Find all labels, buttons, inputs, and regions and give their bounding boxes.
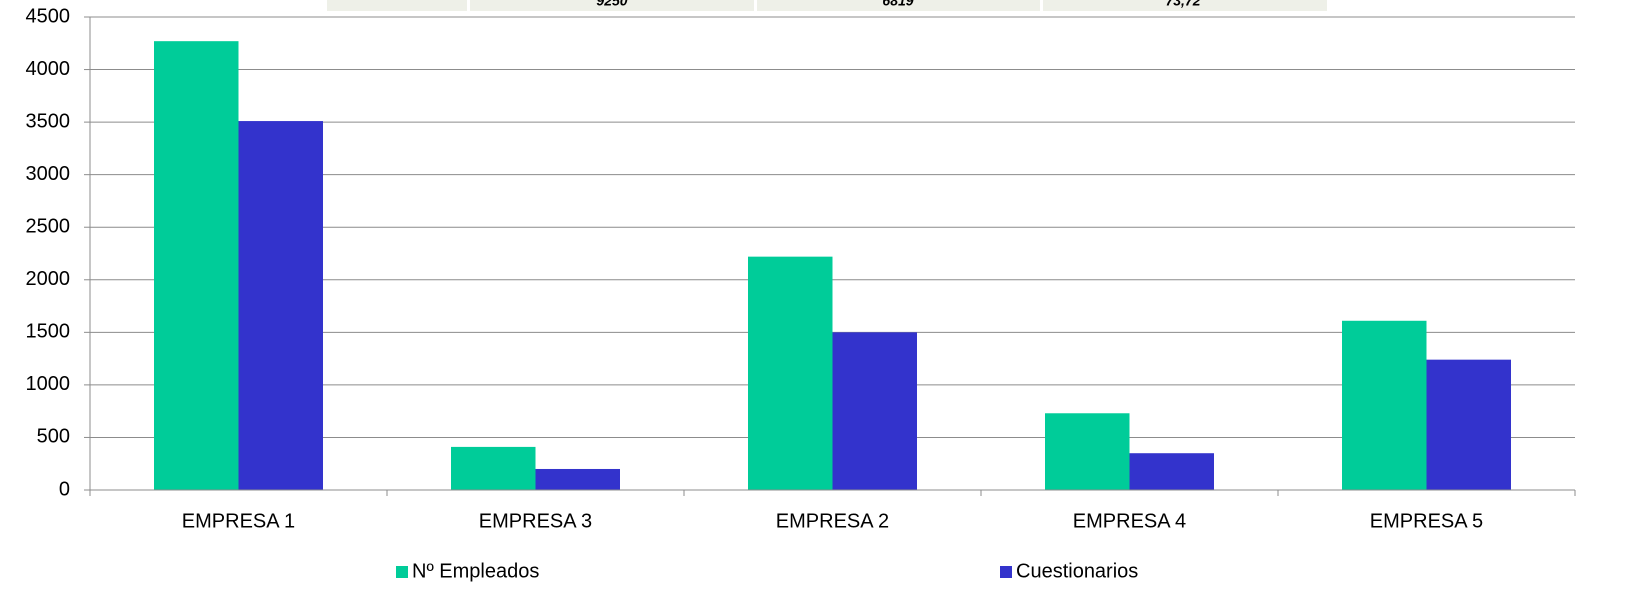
- bar: [535, 468, 620, 490]
- table-cell-text: 9250: [596, 0, 627, 9]
- y-tick-label: 2000: [26, 268, 71, 290]
- x-tick-label: EMPRESA 4: [1073, 510, 1186, 532]
- x-tick-label: EMPRESA 1: [182, 510, 295, 532]
- y-tick-label: 0: [59, 478, 70, 500]
- legend-label: Cuestionarios: [1016, 560, 1138, 582]
- bar: [154, 41, 239, 490]
- y-tick-label: 1000: [26, 373, 71, 395]
- table-cell: [470, 0, 754, 11]
- bar: [1129, 453, 1214, 490]
- y-tick-label: 1500: [26, 321, 71, 343]
- legend-label: Nº Empleados: [412, 560, 539, 582]
- legend-swatch: [1000, 566, 1012, 578]
- table-cell-text: 73,72: [1165, 0, 1200, 9]
- y-tick-label: 3000: [26, 163, 71, 185]
- table-cell: [327, 0, 467, 11]
- x-tick-label: EMPRESA 2: [776, 510, 889, 532]
- legend-swatch: [396, 566, 408, 578]
- table-cell: [1043, 0, 1327, 11]
- bar: [748, 256, 833, 490]
- bar: [451, 446, 536, 490]
- bar: [238, 121, 323, 490]
- table-cell-text: 6819: [882, 0, 913, 9]
- y-tick-label: 4500: [26, 5, 71, 27]
- table-fragment: 9250 6819 73,72: [327, 0, 1327, 11]
- x-tick-label: EMPRESA 3: [479, 510, 592, 532]
- bar: [1342, 320, 1427, 490]
- bar: [832, 332, 917, 490]
- y-tick-label: 2500: [26, 216, 71, 238]
- bar: [1426, 359, 1511, 490]
- x-tick-label: EMPRESA 5: [1370, 510, 1483, 532]
- table-cell: [757, 0, 1040, 11]
- y-tick-label: 500: [37, 426, 70, 448]
- y-tick-label: 4000: [26, 58, 71, 80]
- y-tick-label: 3500: [26, 110, 71, 132]
- bar: [1045, 413, 1130, 490]
